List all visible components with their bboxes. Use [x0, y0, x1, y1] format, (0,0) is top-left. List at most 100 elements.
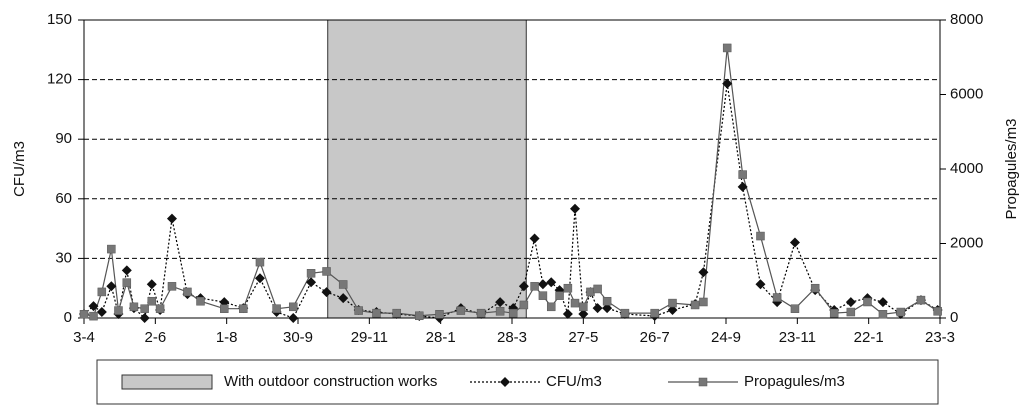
- legend-marker: [698, 377, 708, 387]
- y2-axis-title: Propagules/m3: [1003, 119, 1020, 220]
- data-point: [254, 273, 265, 284]
- data-point: [570, 298, 580, 308]
- x-tick-label: 24-9: [711, 329, 741, 346]
- data-point: [772, 293, 782, 302]
- legend-swatch: [121, 374, 213, 390]
- data-point: [756, 231, 765, 241]
- data-point: [338, 293, 349, 304]
- data-point: [519, 300, 529, 310]
- data-point: [354, 306, 363, 315]
- legend-label: With outdoor construction works: [224, 373, 437, 390]
- data-point: [255, 257, 265, 267]
- data-point: [846, 307, 856, 317]
- data-point: [272, 304, 281, 313]
- x-tick-label: 23-3: [925, 329, 955, 346]
- data-point: [518, 281, 529, 292]
- data-point: [306, 277, 317, 288]
- data-point: [106, 281, 117, 292]
- y-tick-label: 30: [55, 249, 72, 266]
- data-point: [147, 296, 157, 306]
- data-point: [239, 304, 248, 313]
- data-point: [415, 311, 424, 321]
- data-point: [878, 310, 888, 319]
- x-tick-label: 28-1: [426, 329, 456, 346]
- data-point: [322, 267, 331, 276]
- data-point: [863, 297, 872, 307]
- y-axis-title: CFU/m3: [11, 141, 28, 197]
- data-point: [722, 43, 732, 53]
- x-tick-label: 29-11: [351, 329, 388, 346]
- data-point: [372, 308, 381, 318]
- data-point: [121, 265, 132, 276]
- data-point: [592, 303, 603, 314]
- data-point: [495, 307, 505, 316]
- data-point: [321, 287, 332, 298]
- data-point: [288, 313, 299, 323]
- data-point: [495, 297, 506, 308]
- data-point: [555, 291, 564, 300]
- data-point: [668, 298, 677, 308]
- data-point: [155, 304, 165, 313]
- data-point: [79, 310, 89, 319]
- data-point: [845, 297, 856, 308]
- x-tick-label: 30-9: [283, 329, 313, 346]
- legend-label: Propagules/m3: [744, 373, 845, 390]
- x-tick-label: 1-8: [216, 329, 238, 346]
- y-tick-label: 120: [47, 71, 72, 88]
- x-tick-label: 3-4: [73, 329, 95, 346]
- data-point: [140, 304, 149, 313]
- x-tick-label: 26-7: [640, 329, 670, 346]
- y-tick-label: 90: [55, 130, 72, 147]
- data-point: [755, 279, 766, 290]
- data-point: [306, 269, 316, 278]
- data-point: [829, 308, 839, 318]
- data-point: [737, 181, 748, 192]
- plot-frame: [83, 19, 941, 319]
- data-point: [167, 282, 177, 291]
- y-tick-label: 60: [55, 190, 72, 207]
- data-point: [435, 310, 444, 319]
- data-point: [392, 308, 401, 318]
- data-point: [88, 301, 99, 312]
- legend-box: [96, 359, 939, 405]
- data-point: [546, 277, 557, 288]
- data-point: [579, 302, 588, 312]
- data-point: [810, 283, 820, 293]
- data-point: [593, 284, 602, 294]
- legend-label: CFU/m3: [546, 373, 602, 390]
- data-point: [578, 309, 589, 320]
- data-point: [97, 287, 107, 297]
- data-point: [602, 296, 612, 306]
- data-point: [620, 308, 630, 318]
- data-point: [476, 308, 486, 318]
- data-point: [698, 267, 709, 278]
- data-point: [896, 307, 906, 317]
- data-point: [183, 287, 192, 297]
- data-point: [738, 170, 747, 179]
- data-point: [89, 311, 98, 321]
- y2-tick-label: 8000: [950, 11, 983, 28]
- data-point: [288, 302, 298, 312]
- data-point: [338, 280, 348, 289]
- data-point: [789, 237, 800, 248]
- data-point: [933, 307, 942, 316]
- data-point: [790, 304, 800, 313]
- data-point: [114, 306, 123, 315]
- x-tick-label: 23-11: [779, 329, 816, 346]
- data-point: [129, 302, 139, 312]
- data-point: [602, 303, 613, 314]
- data-point: [699, 297, 708, 307]
- data-point: [220, 304, 229, 313]
- data-point: [456, 306, 466, 315]
- x-tick-label: 22-1: [854, 329, 884, 346]
- data-point: [877, 297, 888, 308]
- data-point: [96, 307, 107, 318]
- data-point: [546, 302, 556, 312]
- data-point: [570, 203, 581, 214]
- x-tick-label: 2-6: [144, 329, 166, 346]
- data-point: [722, 78, 733, 89]
- x-tick-label: 28-3: [497, 329, 527, 346]
- data-point: [586, 287, 595, 297]
- data-point: [107, 244, 116, 254]
- data-point: [196, 296, 205, 306]
